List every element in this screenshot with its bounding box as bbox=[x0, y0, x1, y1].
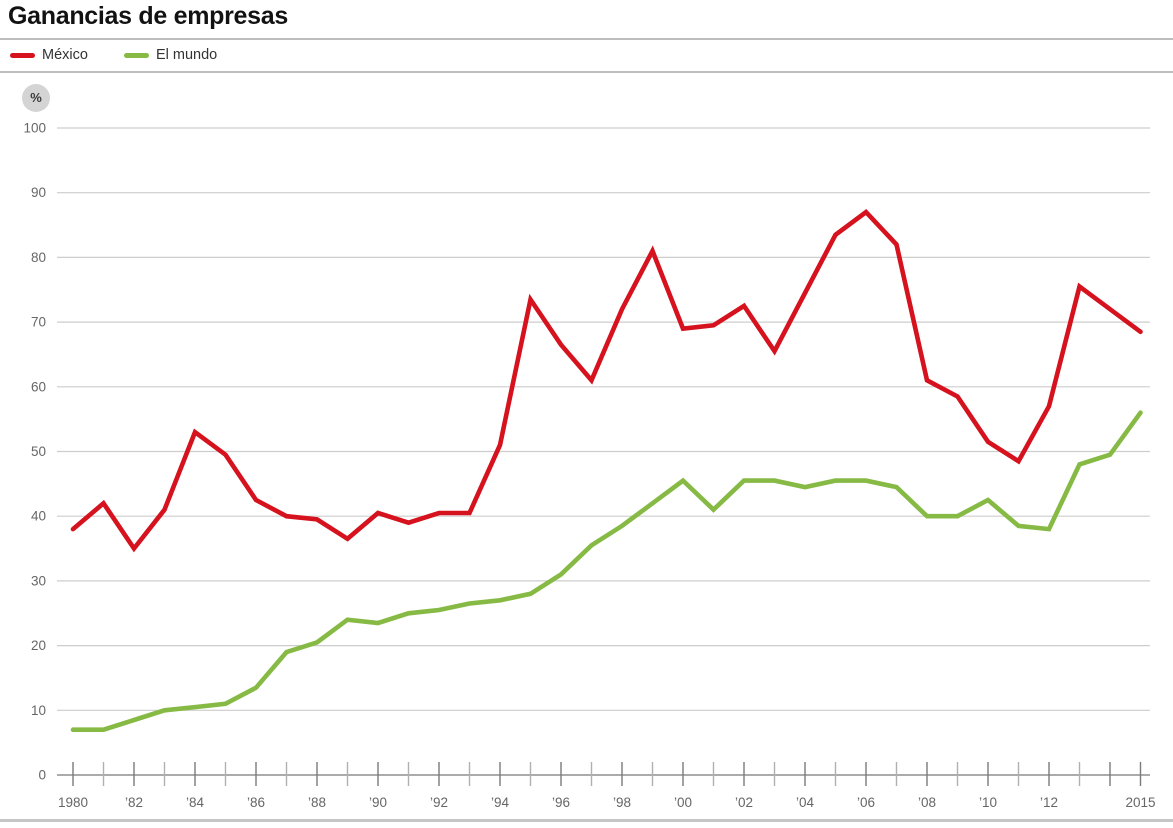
svg-text:0: 0 bbox=[38, 768, 46, 783]
svg-text:30: 30 bbox=[31, 573, 46, 588]
svg-text:’82: ’82 bbox=[125, 795, 143, 810]
svg-text:10: 10 bbox=[31, 703, 46, 718]
bottom-divider bbox=[0, 819, 1173, 822]
svg-text:’98: ’98 bbox=[613, 795, 631, 810]
svg-text:’96: ’96 bbox=[552, 795, 570, 810]
svg-text:’94: ’94 bbox=[491, 795, 510, 810]
svg-text:20: 20 bbox=[31, 638, 46, 653]
svg-text:1980: 1980 bbox=[58, 795, 88, 810]
percent-unit-badge: % bbox=[22, 84, 50, 112]
svg-text:80: 80 bbox=[31, 250, 46, 265]
world-line-swatch-icon bbox=[123, 52, 149, 58]
legend-label-mexico: México bbox=[42, 47, 88, 63]
svg-text:’00: ’00 bbox=[674, 795, 692, 810]
svg-text:’10: ’10 bbox=[979, 795, 997, 810]
svg-text:’92: ’92 bbox=[430, 795, 448, 810]
svg-text:100: 100 bbox=[23, 121, 46, 136]
legend-item-mexico: México bbox=[10, 47, 88, 63]
svg-text:’08: ’08 bbox=[918, 795, 936, 810]
svg-text:’86: ’86 bbox=[247, 795, 265, 810]
legend-item-world: El mundo bbox=[123, 47, 218, 63]
legend-label-world: El mundo bbox=[155, 47, 218, 63]
svg-text:40: 40 bbox=[31, 509, 46, 524]
legend-divider bbox=[0, 71, 1173, 73]
svg-text:’06: ’06 bbox=[857, 795, 875, 810]
chart-legend: México El mundo bbox=[10, 47, 217, 63]
svg-text:2015: 2015 bbox=[1125, 795, 1155, 810]
svg-text:’02: ’02 bbox=[735, 795, 753, 810]
svg-text:90: 90 bbox=[31, 185, 46, 200]
svg-text:’88: ’88 bbox=[308, 795, 326, 810]
chart-title: Ganancias de empresas bbox=[8, 2, 288, 30]
svg-text:’12: ’12 bbox=[1040, 795, 1058, 810]
svg-text:70: 70 bbox=[31, 315, 46, 330]
top-divider bbox=[0, 38, 1173, 40]
svg-text:50: 50 bbox=[31, 444, 46, 459]
svg-text:’90: ’90 bbox=[369, 795, 387, 810]
svg-text:’04: ’04 bbox=[796, 795, 815, 810]
svg-text:60: 60 bbox=[31, 379, 46, 394]
mexico-line-swatch-icon bbox=[10, 52, 35, 58]
svg-text:’84: ’84 bbox=[186, 795, 205, 810]
